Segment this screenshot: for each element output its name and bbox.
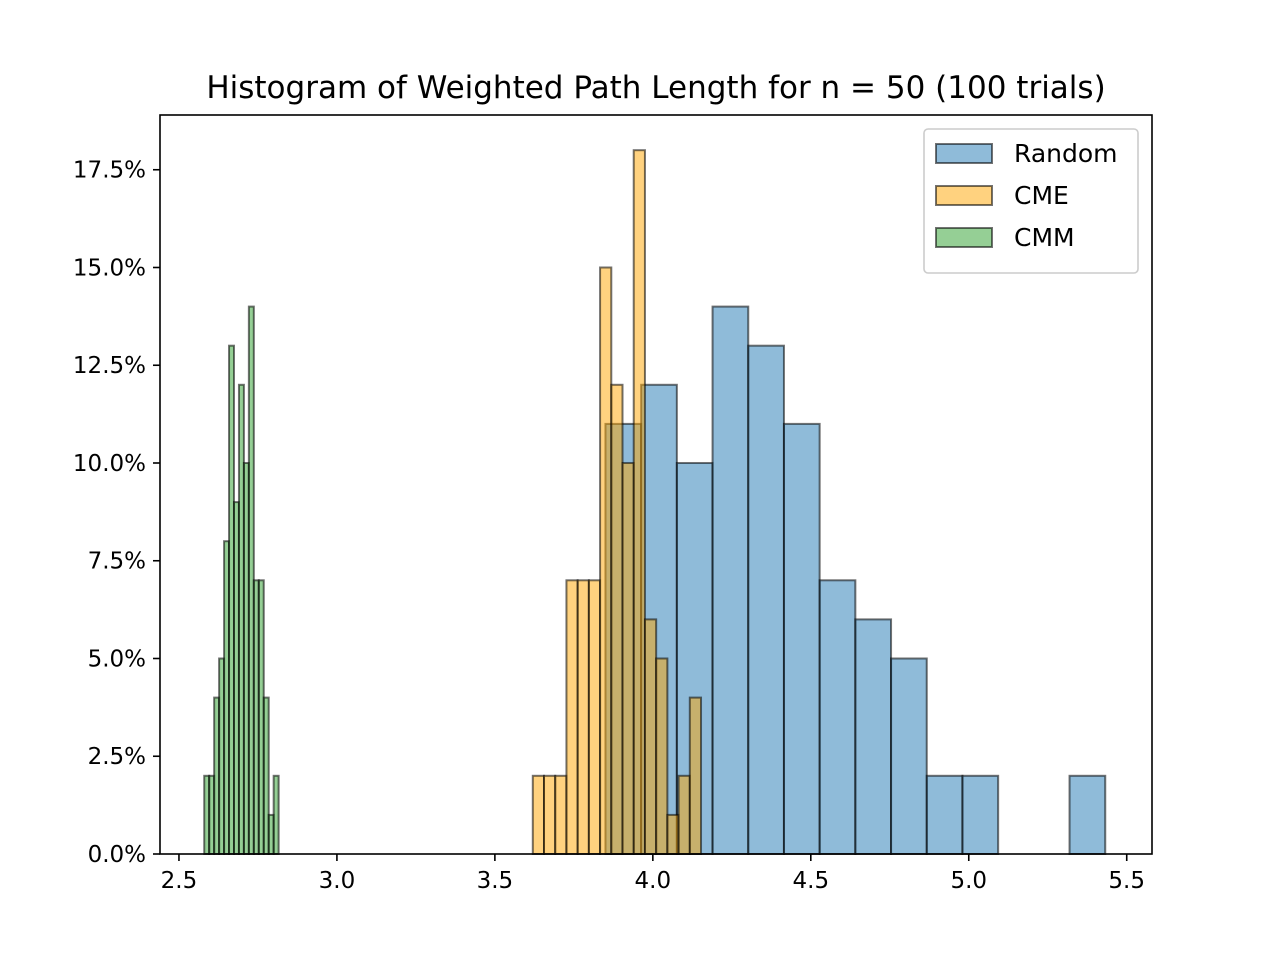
y-tick-label: 10.0% bbox=[73, 451, 146, 477]
chart-title: Histogram of Weighted Path Length for n … bbox=[206, 70, 1105, 106]
y-tick-label: 15.0% bbox=[73, 255, 146, 281]
legend-swatch-cmm bbox=[935, 227, 993, 248]
y-tick-label: 12.5% bbox=[73, 353, 146, 379]
bar-cme bbox=[655, 657, 669, 856]
legend-swatch-random bbox=[935, 143, 993, 164]
x-tick-label: 2.5 bbox=[161, 868, 198, 894]
plot-frame bbox=[159, 114, 1153, 855]
legend: Random CME CMM bbox=[923, 128, 1139, 274]
y-tick-label: 7.5% bbox=[88, 549, 146, 575]
bar-random bbox=[925, 774, 964, 856]
bar-cme bbox=[531, 774, 546, 856]
bar-random bbox=[782, 422, 821, 855]
bar-cme bbox=[677, 774, 691, 856]
bar-cme bbox=[610, 383, 624, 855]
x-tick-label: 5.0 bbox=[950, 868, 987, 894]
y-tick-label: 17.5% bbox=[73, 158, 146, 184]
x-tick-label: 3.0 bbox=[319, 868, 356, 894]
bar-random bbox=[1068, 774, 1107, 856]
bar-cmm bbox=[272, 774, 280, 856]
bar-cme bbox=[587, 579, 602, 856]
x-tick-label: 4.5 bbox=[793, 868, 830, 894]
x-tick-label: 5.5 bbox=[1108, 868, 1145, 894]
bar-cme bbox=[576, 579, 590, 856]
legend-label-cmm: CMM bbox=[1014, 223, 1075, 252]
bar-random bbox=[818, 579, 857, 856]
bar-cme bbox=[621, 461, 635, 855]
bars-group bbox=[203, 149, 1107, 856]
bar-random bbox=[961, 774, 1000, 856]
bar-random bbox=[890, 657, 928, 856]
x-tick-label: 4.0 bbox=[635, 868, 672, 894]
bar-cme bbox=[643, 618, 658, 856]
bar-cme bbox=[632, 149, 646, 855]
y-axis: 0.0% 2.5% 5.0% 7.5% 10.0% 12.5% 15.0% 17.5% bbox=[73, 158, 160, 868]
legend-swatch-cme bbox=[935, 185, 993, 206]
y-tick-label: 0.0% bbox=[88, 842, 146, 868]
bar-cme bbox=[554, 774, 568, 856]
x-tick-label: 3.5 bbox=[477, 868, 514, 894]
x-axis: 2.5 3.0 3.5 4.0 4.5 5.0 5.5 bbox=[161, 854, 1145, 894]
y-tick-label: 2.5% bbox=[88, 744, 146, 770]
bar-cme bbox=[599, 266, 613, 855]
bar-cme bbox=[666, 813, 680, 856]
y-tick-label: 5.0% bbox=[88, 646, 146, 672]
bar-cme bbox=[688, 696, 703, 856]
legend-label-random: Random bbox=[1014, 139, 1118, 168]
bar-random bbox=[711, 305, 750, 855]
bar-random bbox=[747, 344, 785, 855]
bar-cme bbox=[543, 774, 557, 856]
bar-cme bbox=[565, 579, 579, 856]
bar-random bbox=[854, 618, 893, 856]
legend-label-cme: CME bbox=[1014, 181, 1069, 210]
